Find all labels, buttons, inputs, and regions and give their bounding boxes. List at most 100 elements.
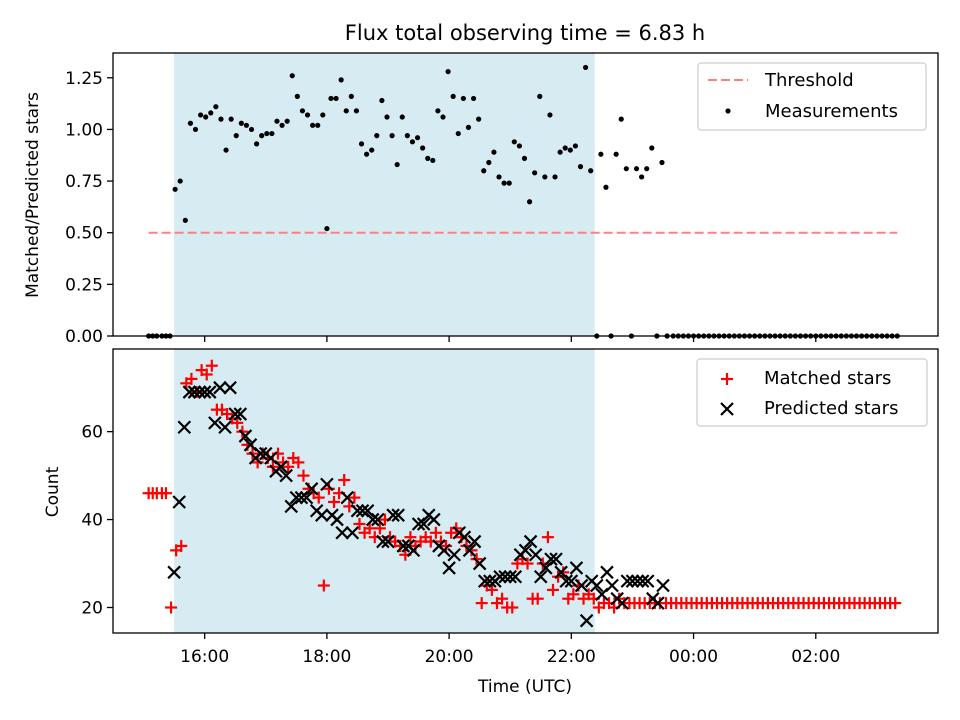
measurement-point [644, 166, 650, 172]
predicted-star-point [437, 543, 451, 558]
predicted-star-point [518, 543, 533, 558]
matched-star-point [557, 566, 570, 579]
measurement-point [248, 126, 255, 133]
bottom-panel: 16:00 18:00 20:00 22:00 00:00 02:00 20 40 60 Co… [43, 348, 939, 697]
measurement-point [233, 133, 239, 139]
matched-star-point [404, 531, 417, 544]
bottom-x-tick-label: 00:00 [669, 647, 718, 667]
predicted-star-point [289, 490, 304, 505]
predicted-star-point [187, 385, 202, 399]
predicted-star-point [172, 495, 186, 509]
measurement-point [572, 143, 579, 149]
bottom-shaded-region [174, 349, 595, 633]
predicted-star-point [274, 460, 288, 474]
measurement-point [552, 174, 558, 180]
measurement-point [348, 93, 354, 99]
predicted-star-point [651, 596, 665, 610]
measurement-point [435, 108, 441, 114]
legend-predicted-swatch [720, 402, 734, 416]
predicted-star-point [600, 565, 614, 580]
measurement-point [374, 133, 380, 139]
predicted-star-point [167, 565, 181, 580]
matched-star-point [465, 544, 478, 557]
top-y-tick-label: 0.50 [65, 224, 103, 244]
predicted-star-point [625, 574, 640, 588]
predicted-star-point [442, 561, 456, 575]
legend-measurements-label: Measurements [765, 101, 898, 122]
predicted-star-point [564, 574, 579, 588]
measurement-point [567, 147, 573, 153]
measurement-point [562, 145, 568, 151]
matched-star-point [317, 579, 330, 592]
measurement-point [238, 120, 244, 126]
bottom-y-tick-label: 20 [81, 599, 103, 619]
predicted-star-point [416, 517, 431, 531]
top-y-tick-label: 0.00 [65, 327, 103, 347]
measurement-point [315, 122, 321, 128]
measurement-point [501, 180, 507, 186]
measurement-point [460, 95, 466, 102]
matched-star-point [338, 474, 351, 487]
bottom-x-tick-label: 18:00 [302, 647, 351, 667]
predicted-star-point [208, 416, 222, 430]
measurement-point [269, 130, 275, 137]
predicted-star-point [218, 420, 232, 435]
predicted-star-point [376, 534, 390, 549]
measurement-point [358, 141, 365, 147]
predicted-star-point [472, 556, 487, 571]
predicted-star-point [177, 420, 192, 435]
predicted-star-point [457, 530, 472, 544]
predicted-star-point [590, 578, 604, 593]
predicted-star-point [615, 596, 630, 610]
chart-title: Flux total observing time = 6.83 h [345, 21, 705, 45]
predicted-star-point [320, 477, 334, 492]
measurement-point [213, 104, 219, 110]
measurement-point [516, 143, 522, 149]
measurement-point [228, 116, 234, 122]
predicted-star-point [549, 552, 563, 566]
predicted-star-point [182, 385, 197, 399]
measurement-point [577, 164, 584, 170]
measurement-point [324, 225, 330, 232]
measurement-point [633, 166, 640, 172]
measurement-point [254, 141, 260, 147]
measurement-point [598, 151, 604, 157]
bottom-axes-frame [112, 348, 939, 634]
measurement-point [384, 114, 390, 120]
measurement-point [338, 77, 344, 83]
top-y-ticks: 0.00 0.25 0.50 0.75 1.00 1.25 [65, 69, 113, 347]
matched-star-point [496, 592, 509, 605]
predicted-star-point [238, 429, 253, 443]
predicted-star-point [386, 508, 400, 522]
top-y-tick-label: 0.75 [65, 172, 103, 192]
bottom-y-ticks: 20 40 60 [81, 423, 113, 619]
predicted-star-point [635, 574, 650, 588]
predicted-star-point [533, 569, 548, 584]
predicted-star-point [233, 407, 248, 421]
legend-matched-label: Matched stars [764, 368, 891, 389]
matched-star-point [363, 522, 376, 535]
legend-predicted-label: Predicted stars [764, 398, 898, 419]
measurement-point [328, 95, 334, 102]
bottom-x-ticks: 16:00 18:00 20:00 22:00 00:00 02:00 [180, 633, 840, 667]
measurement-point [649, 145, 655, 151]
measurement-point [264, 130, 270, 137]
bottom-y-tick-label: 40 [81, 511, 103, 531]
predicted-star-point [228, 407, 243, 421]
measurement-point [208, 110, 214, 116]
predicted-star-point [304, 482, 319, 496]
matched-star-point [328, 495, 341, 508]
bottom-x-tick-label: 16:00 [180, 647, 229, 667]
top-axes-frame [112, 52, 939, 337]
matched-star-point [506, 601, 519, 614]
top-y-tick-label: 1.25 [65, 69, 103, 89]
predicted-star-point [574, 578, 589, 593]
measurement-point [274, 118, 280, 124]
measurement-point [481, 168, 487, 174]
measurement-point [404, 133, 410, 139]
top-legend-box [697, 62, 927, 131]
measurement-point [223, 147, 229, 153]
predicted-star-point [620, 574, 635, 588]
predicted-star-point [447, 547, 461, 562]
